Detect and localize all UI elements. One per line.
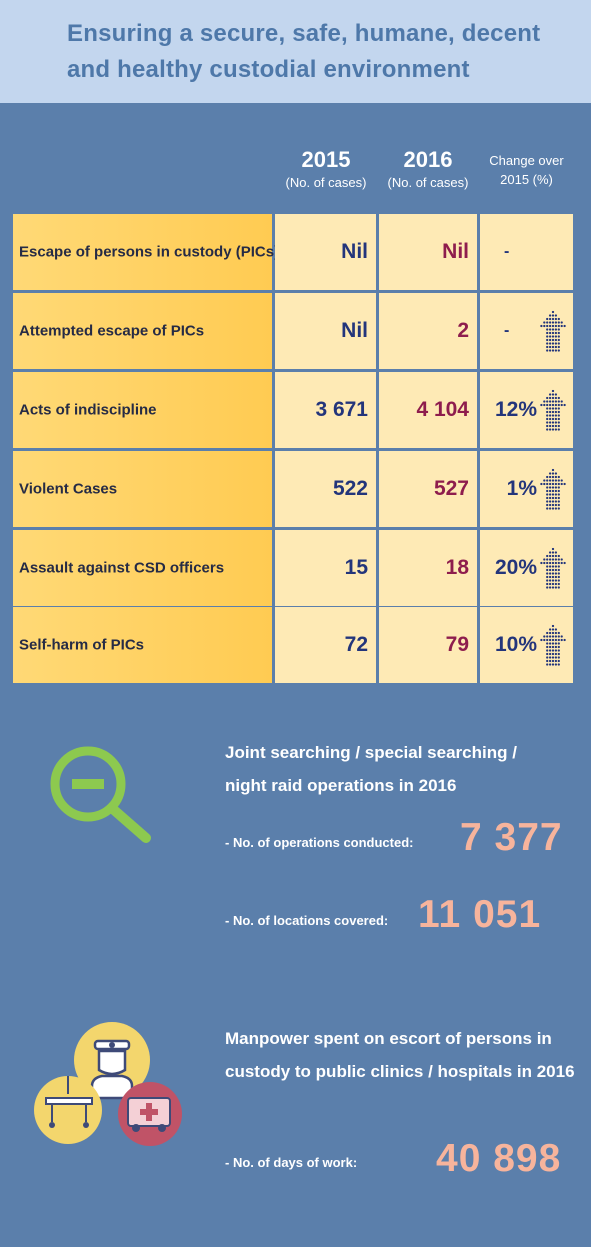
value-2015-cell: 3 671 [275, 372, 376, 448]
row-label: Assault against CSD officers [19, 559, 225, 577]
value-2015: 72 [344, 633, 368, 656]
row-label: Attempted escape of PICs [19, 322, 205, 340]
page-title-line-2: and healthy custodial environment [67, 56, 470, 83]
header-change-line-2: 2015 (%) [500, 172, 553, 187]
escort-section-title: Manpower spent on escort of persons in c… [225, 1022, 575, 1088]
days-of-work-label: - No. of days of work: [225, 1155, 358, 1170]
change-value: - [504, 322, 510, 339]
value-2016-cell: 527 [379, 451, 477, 527]
value-2015-cell: Nil [275, 214, 376, 290]
change-cell: - [480, 214, 573, 290]
page-title-line-1: Ensuring a secure, safe, humane, decent [67, 20, 541, 47]
up-arrow-icon [540, 468, 566, 510]
ambulance-icon [118, 1082, 182, 1146]
locations-label: - No. of locations covered: [225, 913, 389, 928]
locations-value: 11 051 [418, 893, 542, 936]
change-value: 1% [506, 477, 537, 500]
row-label-cell: Assault against CSD officers [13, 530, 272, 606]
search-section-title: Joint searching / special searching / ni… [225, 736, 517, 802]
table-row: Acts of indiscipline 3 671 4 104 12% [13, 372, 573, 448]
change-value: 20% [494, 556, 537, 579]
page-title: Ensuring a secure, safe, humane, decent … [67, 16, 577, 88]
value-2016-cell: Nil [379, 214, 477, 290]
magnifier-minus-icon [50, 746, 151, 843]
value-2016: 527 [433, 477, 469, 500]
header-2016-unit: (No. of cases) [387, 175, 469, 190]
table-row: Self-harm of PICs 72 79 10% [13, 607, 573, 683]
escort-title-line-1: Manpower spent on escort of persons in [225, 1029, 552, 1048]
value-2016: 79 [445, 633, 469, 656]
row-label-cell: Violent Cases [13, 451, 272, 527]
hospital-bed-icon [34, 1076, 102, 1144]
header-2015-year: 2015 [301, 147, 351, 172]
table-row: Violent Cases 522 527 1% [13, 451, 573, 527]
row-label-cell: Acts of indiscipline [13, 372, 272, 448]
value-2015-cell: 522 [275, 451, 376, 527]
value-2016-cell: 18 [379, 530, 477, 606]
up-arrow-icon [540, 624, 566, 666]
table-row: Attempted escape of PICs Nil 2 - [13, 293, 573, 369]
value-2015: Nil [341, 240, 368, 263]
value-2016: Nil [442, 240, 469, 263]
header-2016: 2016 (No. of cases) [379, 146, 477, 192]
value-2016: 18 [445, 556, 469, 579]
header-2016-year: 2016 [403, 147, 453, 172]
search-title-line-1: Joint searching / special searching / [225, 743, 517, 762]
header-change: Change over 2015 (%) [480, 151, 573, 189]
value-2015: 3 671 [315, 398, 368, 421]
change-value: - [504, 243, 510, 260]
header-2015-unit: (No. of cases) [285, 175, 367, 190]
doctor-icon [74, 1022, 150, 1100]
row-label: Acts of indiscipline [19, 401, 157, 419]
value-2015: Nil [341, 319, 368, 342]
header-change-line-1: Change over [489, 153, 564, 168]
title-banner: Ensuring a secure, safe, humane, decent … [0, 0, 591, 103]
change-cell: 1% [480, 451, 573, 527]
change-cell: 12% [480, 372, 573, 448]
days-of-work-value: 40 898 [436, 1137, 562, 1180]
up-arrow-icon [540, 389, 566, 431]
escort-title-line-2: custody to public clinics / hospitals in… [225, 1062, 575, 1081]
value-2016-cell: 2 [379, 293, 477, 369]
table-row: Assault against CSD officers 15 18 20% [13, 530, 573, 606]
change-value: 10% [494, 633, 537, 656]
value-2015: 15 [344, 556, 368, 579]
up-arrow-icon [540, 310, 566, 352]
row-label: Escape of persons in custody (PICs) [19, 243, 280, 261]
operations-value: 7 377 [460, 816, 563, 859]
table-row: Escape of persons in custody (PICs) Nil … [13, 214, 573, 290]
row-label-cell: Escape of persons in custody (PICs) [13, 214, 279, 290]
value-2016: 4 104 [416, 398, 469, 421]
up-arrow-icon [540, 547, 566, 589]
change-cell: 20% [480, 530, 573, 606]
value-2015: 522 [332, 477, 368, 500]
value-2016-cell: 79 [379, 607, 477, 683]
row-label-cell: Self-harm of PICs [13, 607, 272, 683]
value-2016: 2 [457, 319, 469, 342]
value-2016-cell: 4 104 [379, 372, 477, 448]
value-2015-cell: 72 [275, 607, 376, 683]
value-2015-cell: 15 [275, 530, 376, 606]
row-label: Self-harm of PICs [19, 636, 145, 654]
change-value: 12% [494, 398, 537, 421]
row-label-cell: Attempted escape of PICs [13, 293, 272, 369]
change-cell: 10% [480, 607, 573, 683]
change-cell: - [480, 293, 573, 369]
header-2015: 2015 (No. of cases) [275, 146, 377, 192]
row-label: Violent Cases [19, 480, 118, 498]
escort-icons [34, 1022, 182, 1146]
value-2015-cell: Nil [275, 293, 376, 369]
operations-label: - No. of operations conducted: [225, 835, 414, 850]
search-title-line-2: night raid operations in 2016 [225, 776, 457, 795]
